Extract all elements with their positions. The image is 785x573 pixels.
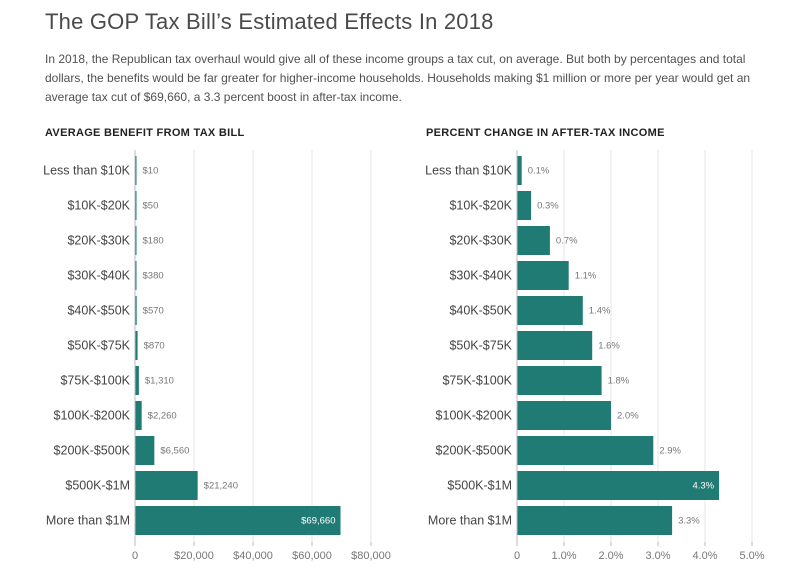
percent-category-label: $500K-$1M: [447, 479, 512, 493]
benefit-value-label: $1,310: [145, 376, 174, 387]
benefit-category-label: $100K-$200K: [54, 409, 131, 423]
benefit-bar-chart: 0 $20,000 $40,000 $60,000 $80,000 Less than $…: [43, 150, 391, 562]
percent-category-label: $20K-$30K: [449, 234, 512, 248]
benefit-category-label: $50K-$75K: [67, 339, 130, 353]
benefit-bar: [135, 506, 341, 535]
benefit-value-label: $21,240: [204, 481, 238, 492]
benefit-bar: [135, 471, 198, 500]
benefit-value-label: $69,660: [301, 516, 335, 527]
percent-category-label: $200K-$500K: [436, 444, 513, 458]
percent-category-label: $75K-$100K: [442, 374, 512, 388]
percent-bar: [517, 296, 583, 325]
percent-value-label: 0.7%: [556, 236, 578, 247]
benefit-category-label: $75K-$100K: [60, 374, 130, 388]
percent-value-label: 3.3%: [678, 516, 700, 527]
benefit-value-label: $10: [143, 166, 159, 177]
description: In 2018, the Republican tax overhaul wou…: [45, 52, 751, 104]
benefit-category-label: $30K-$40K: [67, 269, 130, 283]
percent-bar: [517, 401, 611, 430]
percent-bar: [517, 191, 532, 220]
percent-value-label: 1.4%: [589, 306, 611, 317]
benefit-category-label: $500K-$1M: [65, 479, 130, 493]
percent-change-bar-chart: 0 1.0% 2.0% 3.0% 4.0% 5.0% Less than $10K 0.1% $…: [425, 150, 765, 562]
benefit-bar: [135, 261, 137, 290]
benefit-tick-label: $40,000: [233, 550, 273, 562]
percent-tick-label: 1.0%: [551, 550, 576, 562]
benefit-bar: [135, 226, 137, 255]
benefit-category-label: $10K-$20K: [67, 199, 130, 213]
percent-tick-label: 4.0%: [692, 550, 717, 562]
percent-bar: [517, 471, 720, 500]
percent-category-label: More than $1M: [428, 514, 512, 528]
benefit-tick-label: 0: [132, 550, 138, 562]
percent-tick-label: 0: [514, 550, 520, 562]
benefit-bar: [135, 366, 139, 395]
benefit-value-label: $50: [143, 201, 159, 212]
benefit-category-label: Less than $10K: [43, 164, 131, 178]
percent-value-label: 4.3%: [692, 481, 714, 492]
percent-category-label: Less than $10K: [425, 164, 513, 178]
benefit-bar: [135, 436, 155, 465]
percent-bar: [517, 261, 569, 290]
benefit-category-label: $200K-$500K: [54, 444, 131, 458]
benefit-bar: [135, 156, 137, 185]
percent-category-label: $40K-$50K: [449, 304, 512, 318]
percent-bar: [517, 156, 522, 185]
benefit-value-label: $380: [143, 271, 164, 282]
benefit-bar: [135, 401, 142, 430]
percent-tick-label: 2.0%: [598, 550, 623, 562]
percent-tick-label: 5.0%: [739, 550, 764, 562]
percent-value-label: 0.1%: [528, 166, 550, 177]
left-chart-title: AVERAGE BENEFIT FROM TAX BILL: [45, 127, 245, 139]
benefit-value-label: $2,260: [148, 411, 177, 422]
benefit-bar: [135, 191, 137, 220]
benefit-tick-label: $20,000: [174, 550, 214, 562]
percent-value-label: 1.6%: [598, 341, 620, 352]
percent-value-label: 1.8%: [608, 376, 630, 387]
percent-bar: [517, 331, 593, 360]
percent-category-label: $30K-$40K: [449, 269, 512, 283]
benefit-bar: [135, 296, 137, 325]
benefit-category-label: $20K-$30K: [67, 234, 130, 248]
percent-value-label: 2.9%: [659, 446, 681, 457]
right-chart-title: PERCENT CHANGE IN AFTER-TAX INCOME: [426, 127, 665, 139]
percent-bar: [517, 506, 673, 535]
percent-category-label: $10K-$20K: [449, 199, 512, 213]
benefit-tick-label: $80,000: [351, 550, 391, 562]
page-title: The GOP Tax Bill’s Estimated Effects In …: [45, 9, 494, 34]
benefit-category-label: More than $1M: [46, 514, 130, 528]
percent-bar: [517, 226, 550, 255]
percent-bar: [517, 366, 602, 395]
percent-category-label: $50K-$75K: [449, 339, 512, 353]
benefit-bar: [135, 331, 138, 360]
percent-value-label: 1.1%: [575, 271, 597, 282]
benefit-value-label: $6,560: [160, 446, 189, 457]
percent-value-label: 0.3%: [537, 201, 559, 212]
benefit-value-label: $180: [143, 236, 164, 247]
benefit-tick-label: $60,000: [292, 550, 332, 562]
percent-bar: [517, 436, 654, 465]
benefit-value-label: $570: [143, 306, 164, 317]
percent-value-label: 2.0%: [617, 411, 639, 422]
benefit-category-label: $40K-$50K: [67, 304, 130, 318]
benefit-value-label: $870: [144, 341, 165, 352]
percent-category-label: $100K-$200K: [436, 409, 513, 423]
percent-tick-label: 3.0%: [645, 550, 670, 562]
